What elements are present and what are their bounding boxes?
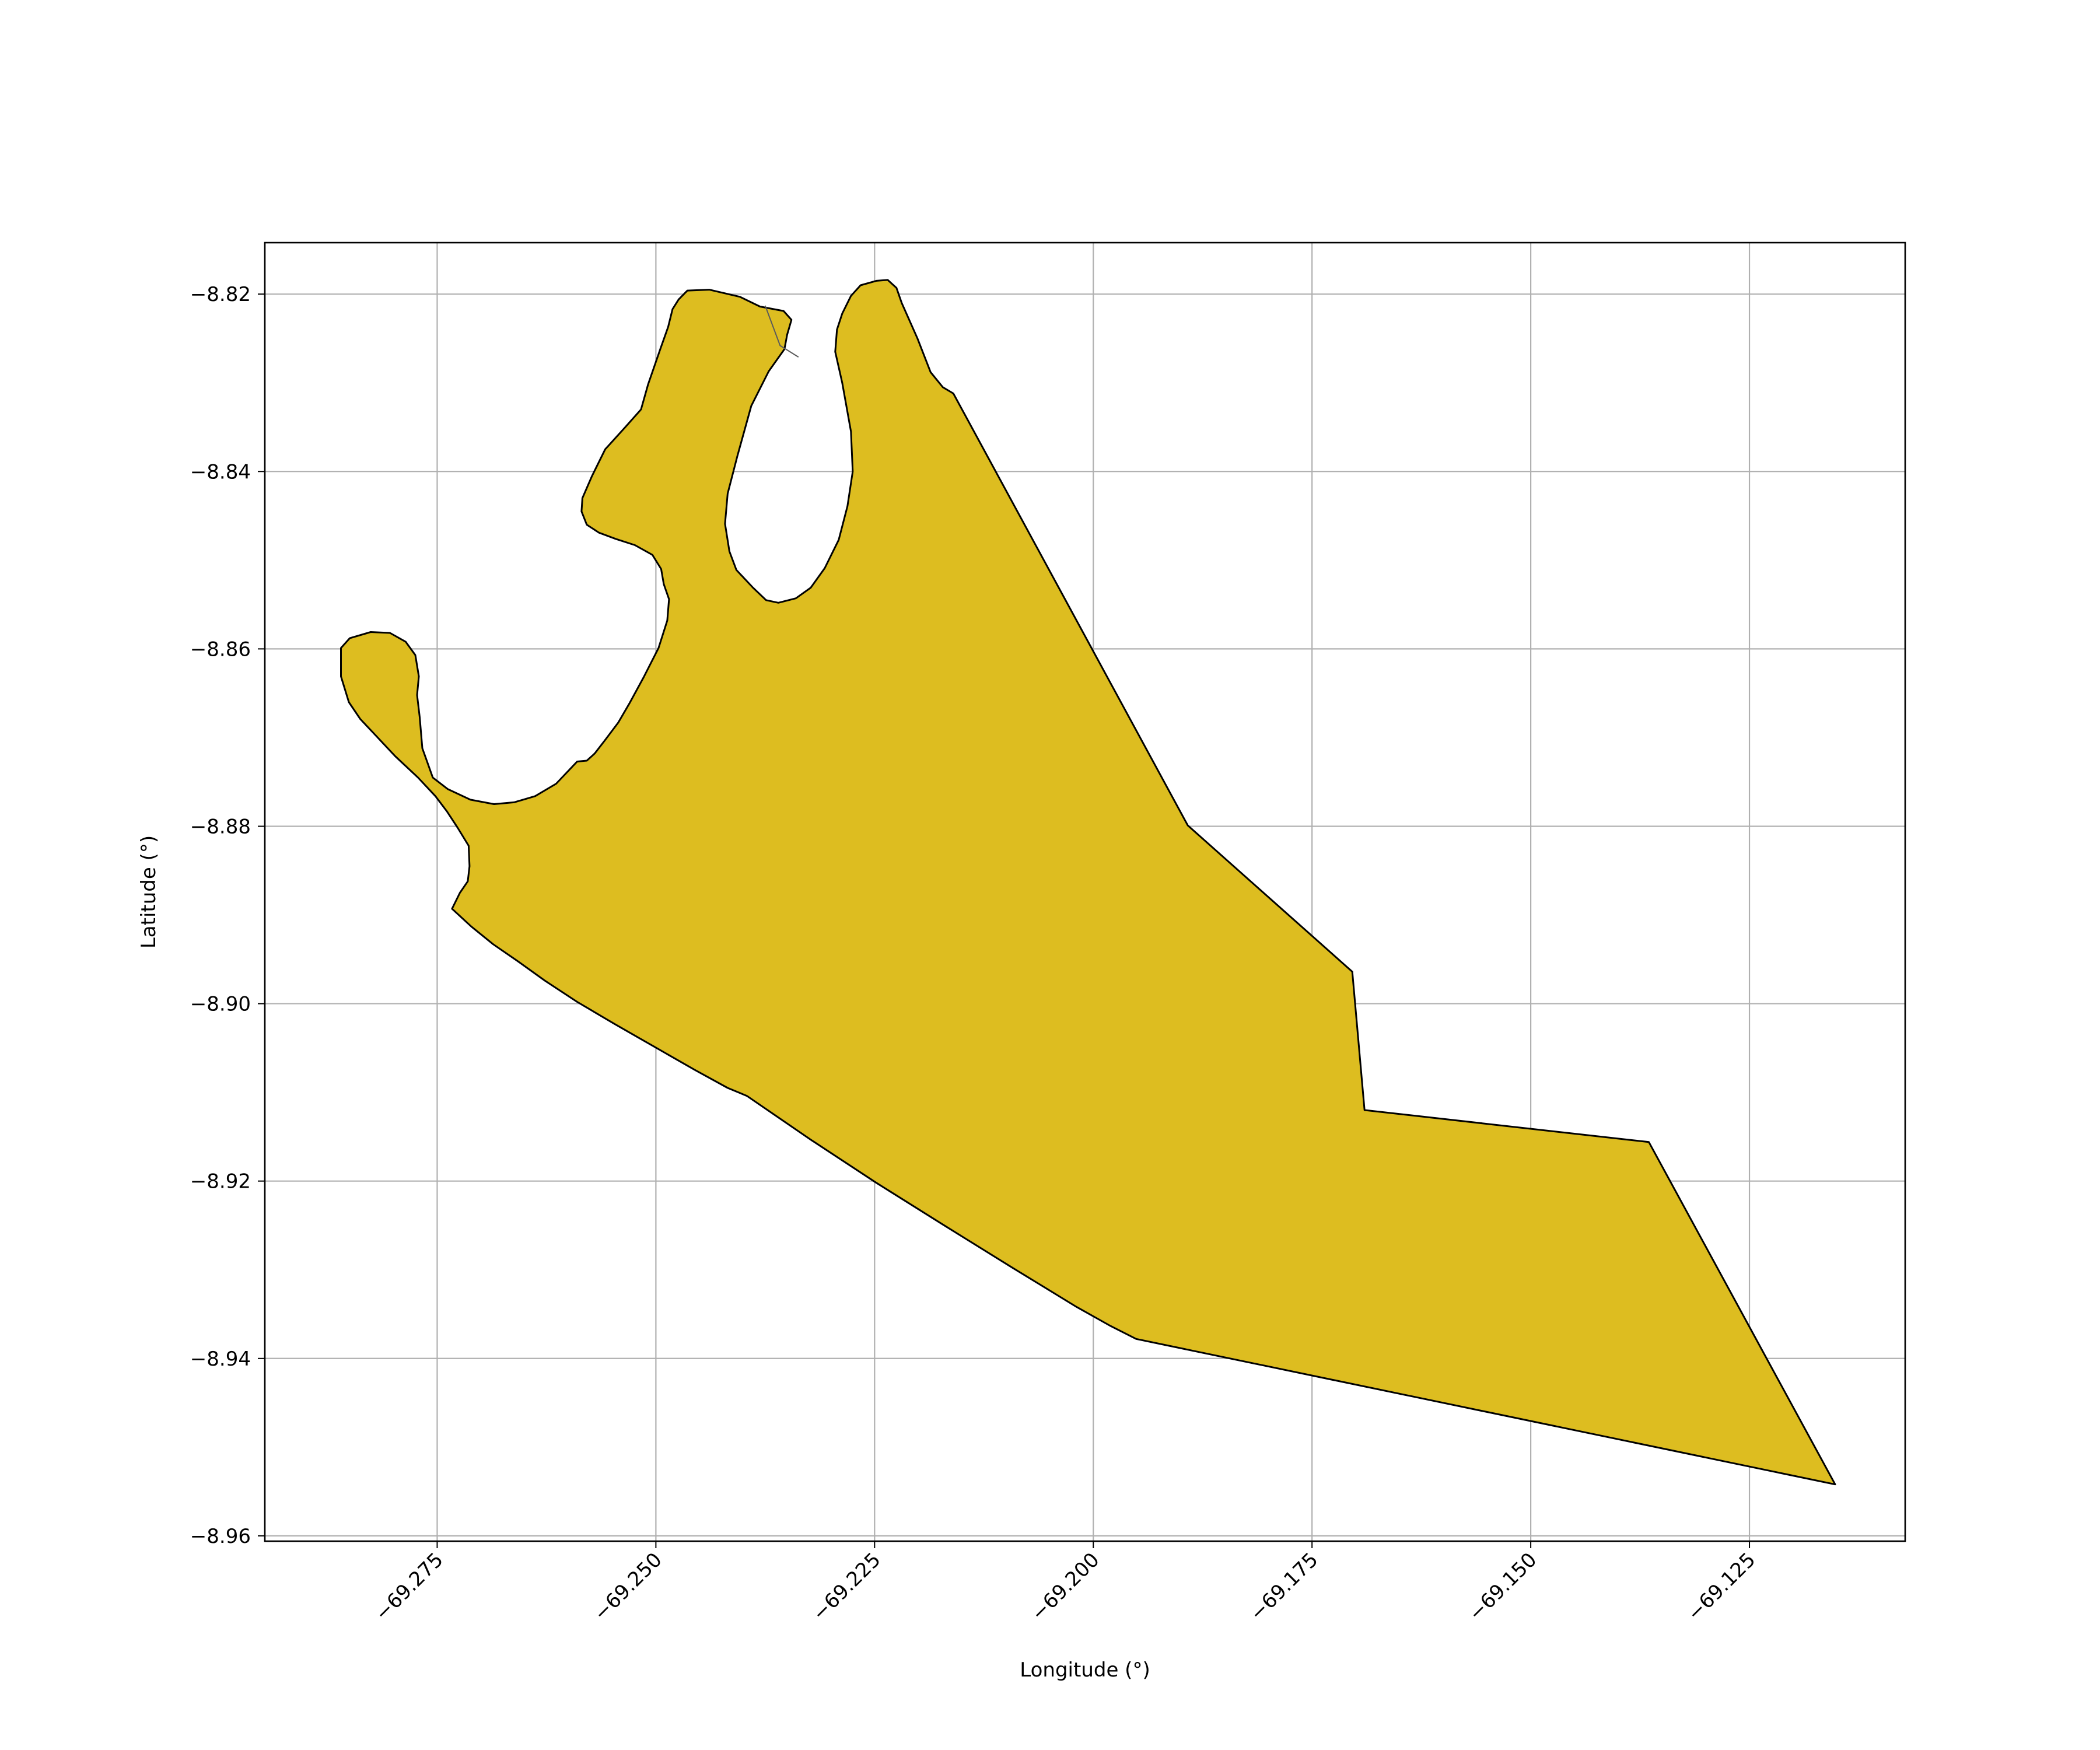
x-tick-label: −69.150 [1464, 1548, 1542, 1626]
x-tick-label: −69.275 [370, 1548, 448, 1626]
region-layer [340, 279, 1836, 1486]
y-tick-label: −8.88 [190, 815, 251, 838]
x-tick-label: −69.200 [1027, 1548, 1104, 1626]
region-polygon [340, 279, 1836, 1486]
y-tick-label: −8.90 [190, 993, 251, 1016]
y-axis-ticks: −8.82 −8.84 −8.86 −8.88 −8.90 −8.92 −8.94 −8.96 [190, 283, 265, 1548]
y-tick-label: −8.92 [190, 1170, 251, 1194]
y-tick-label: −8.86 [190, 638, 251, 661]
y-tick-label: −8.84 [190, 460, 251, 484]
x-axis-label: Longitude (°) [1020, 1658, 1150, 1682]
y-tick-label: −8.96 [190, 1525, 251, 1548]
plot-frame [264, 242, 1906, 1542]
region-internal-boundary [764, 305, 799, 358]
x-tick-label: −69.175 [1245, 1548, 1323, 1626]
y-tick-label: −8.82 [190, 283, 251, 306]
x-tick-label: −69.250 [589, 1548, 667, 1626]
y-tick-label: −8.94 [190, 1348, 251, 1371]
x-axis-ticks: −69.275 −69.250 −69.225 −69.200 −69.175 −69.1… [370, 1541, 1760, 1626]
x-tick-label: −69.225 [808, 1548, 886, 1626]
x-tick-label: −69.125 [1683, 1548, 1760, 1626]
y-axis-label: Latitude (°) [137, 835, 160, 949]
